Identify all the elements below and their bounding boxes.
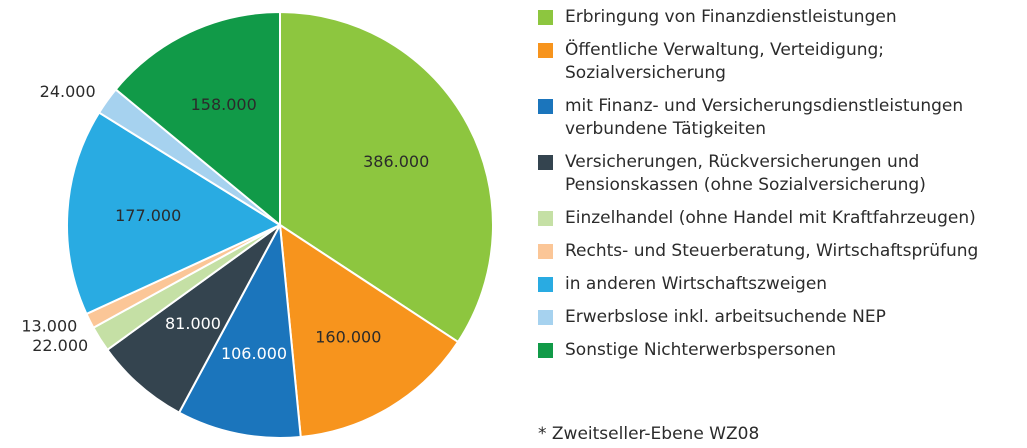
legend-swatch	[538, 211, 553, 226]
legend-item: mit Finanz- und Versicherungsdienstleist…	[538, 95, 1027, 141]
slice-label: 177.000	[115, 206, 181, 225]
slice-label: 386.000	[363, 152, 429, 171]
legend-swatch	[538, 155, 553, 170]
pie-slice	[278, 223, 460, 439]
legend-swatch	[538, 43, 553, 58]
legend: Erbringung von Finanzdienstleistungen Öff…	[538, 6, 1027, 362]
legend-label: Rechts- und Steuerberatung, Wirtschaftsp…	[565, 241, 979, 261]
legend-swatch	[538, 99, 553, 114]
pie-slice	[114, 10, 281, 228]
legend-swatch	[538, 10, 553, 25]
legend-item: Öffentliche Verwaltung, Verteidigung; So…	[538, 39, 1027, 85]
legend-label: Versicherungen, Rückversicherungen und P…	[565, 152, 926, 195]
legend-swatch	[538, 277, 553, 292]
slice-label: 106.000	[221, 344, 287, 363]
legend-item: in anderen Wirtschaftszweigen	[538, 273, 1027, 296]
legend-label: mit Finanz- und Versicherungsdienstleist…	[565, 96, 964, 139]
legend-swatch	[538, 343, 553, 358]
pie-slice	[66, 111, 283, 316]
slice-label: 81.000	[165, 314, 221, 333]
slice-label: 22.000	[32, 336, 88, 355]
legend-label: Sonstige Nichterwerbspersonen	[565, 340, 837, 360]
legend-item: Erwerbslose inkl. arbeitsuchende NEP	[538, 306, 1027, 329]
slice-label: 24.000	[40, 82, 96, 101]
legend-label: Öffentliche Verwaltung, Verteidigung; So…	[565, 40, 885, 83]
legend-label: Erwerbslose inkl. arbeitsuchende NEP	[565, 307, 886, 327]
legend-label: in anderen Wirtschaftszweigen	[565, 274, 828, 294]
legend-item: Erbringung von Finanzdienstleistungen	[538, 6, 1027, 29]
legend-item: Einzelhandel (ohne Handel mit Kraftfahrz…	[538, 207, 1027, 230]
slice-label: 158.000	[191, 95, 257, 114]
slice-label: 160.000	[315, 328, 381, 347]
legend-label: Erbringung von Finanzdienstleistungen	[565, 7, 897, 27]
pie-slice	[177, 221, 302, 439]
legend-item: Rechts- und Steuerberatung, Wirtschaftsp…	[538, 240, 1027, 263]
legend-item: Versicherungen, Rückversicherungen und P…	[538, 151, 1027, 197]
legend-swatch	[538, 244, 553, 259]
legend-item: Sonstige Nichterwerbspersonen	[538, 339, 1027, 362]
legend-label: Einzelhandel (ohne Handel mit Kraftfahrz…	[565, 208, 976, 228]
slice-label: 13.000	[21, 317, 77, 336]
legend-swatch	[538, 310, 553, 325]
footnote: * Zweitseller-Ebene WZ08	[538, 424, 760, 444]
